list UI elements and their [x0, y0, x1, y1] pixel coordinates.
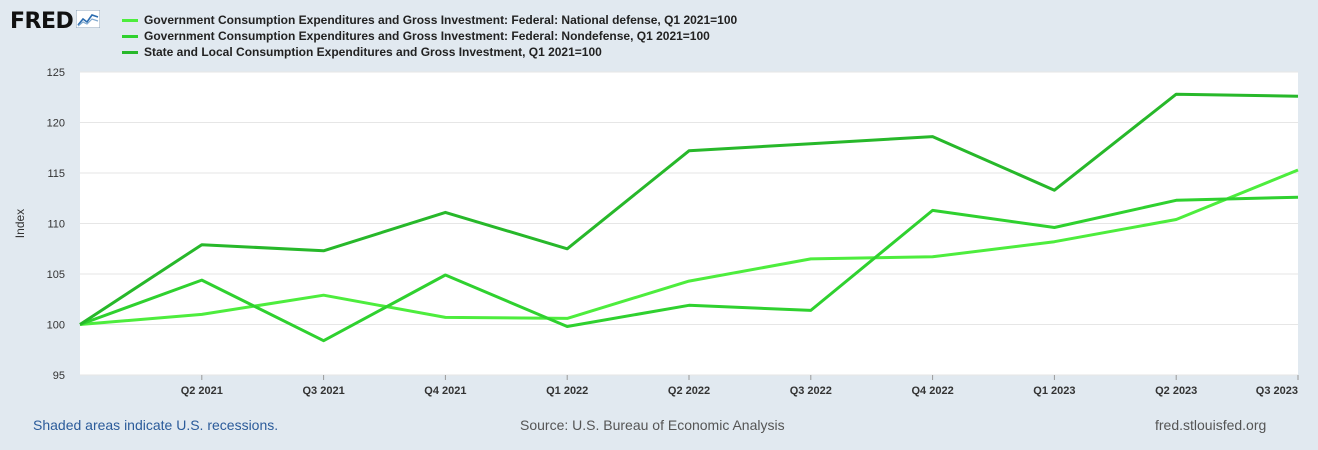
- y-tick-label: 120: [47, 118, 65, 130]
- x-tick-label: Q2 2023: [1155, 385, 1197, 397]
- legend-swatch: [122, 18, 138, 22]
- legend-label: Government Consumption Expenditures and …: [144, 29, 710, 43]
- legend-swatch: [122, 50, 138, 54]
- series-line-national-defense[interactable]: [79, 168, 1299, 326]
- legend-item-national-defense[interactable]: Government Consumption Expenditures and …: [122, 12, 737, 28]
- series-line-state-local[interactable]: [79, 92, 1299, 326]
- x-tick-label: Q3 2022: [790, 385, 832, 397]
- x-tick-label: Q4 2022: [911, 385, 953, 397]
- y-tick-label: 125: [47, 67, 65, 79]
- legend-label: State and Local Consumption Expenditures…: [144, 45, 602, 59]
- x-tick-label: Q2 2021: [181, 385, 223, 397]
- series-line-nondefense[interactable]: [79, 195, 1299, 343]
- legend-swatch: [122, 34, 138, 38]
- legend-item-nondefense[interactable]: Government Consumption Expenditures and …: [122, 28, 737, 44]
- recession-note: Shaded areas indicate U.S. recessions.: [33, 417, 279, 433]
- x-tick-label: Q2 2022: [668, 385, 710, 397]
- x-tick-label: Q4 2021: [424, 385, 466, 397]
- site-link[interactable]: fred.stlouisfed.org: [1155, 417, 1267, 433]
- y-tick-label: 115: [47, 168, 65, 180]
- y-axis: 95 100 105 110 115 120 125: [47, 67, 65, 382]
- y-axis-label: Index: [13, 209, 27, 238]
- x-tick-label: Q3 2023: [1256, 385, 1298, 397]
- x-axis: Q2 2021 Q3 2021 Q4 2021 Q1 2022 Q2 2022 Q3 20…: [181, 375, 1299, 397]
- chart-legend: Government Consumption Expenditures and …: [122, 12, 737, 60]
- y-tick-label: 110: [47, 219, 65, 231]
- y-tick-label: 95: [53, 370, 65, 382]
- source-note: Source: U.S. Bureau of Economic Analysis: [520, 417, 785, 433]
- legend-item-state-local[interactable]: State and Local Consumption Expenditures…: [122, 44, 737, 60]
- x-tick-label: Q3 2021: [302, 385, 344, 397]
- series-lines: [79, 92, 1299, 343]
- y-tick-label: 100: [47, 320, 65, 332]
- x-tick-label: Q1 2022: [546, 385, 588, 397]
- y-tick-label: 105: [47, 269, 65, 281]
- logo-text: FRED: [10, 8, 74, 34]
- x-tick-label: Q1 2023: [1033, 385, 1075, 397]
- legend-label: Government Consumption Expenditures and …: [144, 13, 738, 27]
